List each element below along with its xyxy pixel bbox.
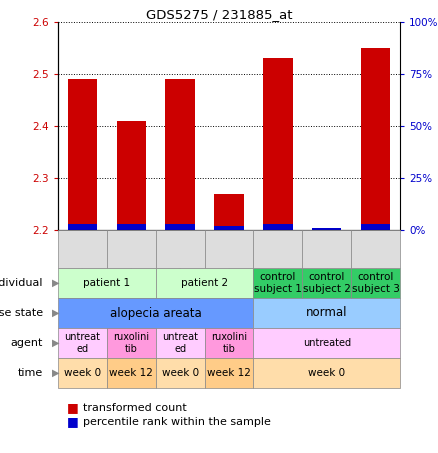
Bar [312,228,341,230]
Bar [361,48,390,230]
Bar [166,79,195,230]
Text: control
subject 3: control subject 3 [352,272,399,294]
Text: individual: individual [0,278,42,288]
Text: untreat
ed: untreat ed [64,332,100,354]
Text: control
subject 2: control subject 2 [303,272,351,294]
Text: untreated: untreated [303,338,351,348]
Bar [263,224,293,230]
Text: control
subject 1: control subject 1 [254,272,302,294]
Bar [263,58,293,230]
Text: ▶: ▶ [52,278,60,288]
Text: ▶: ▶ [52,368,60,378]
Text: patient 1: patient 1 [83,278,131,288]
Text: ▶: ▶ [52,308,60,318]
Text: disease state: disease state [0,308,42,318]
Bar [214,193,244,230]
Text: week 12: week 12 [207,368,251,378]
Bar [214,226,244,230]
Bar [361,224,390,230]
Text: week 0: week 0 [162,368,199,378]
Text: ruxolini
tib: ruxolini tib [113,332,149,354]
Text: ▶: ▶ [52,338,60,348]
Text: ■: ■ [67,401,78,414]
Bar [166,224,195,230]
Text: alopecia areata: alopecia areata [110,307,201,319]
Text: week 12: week 12 [110,368,153,378]
Text: untreat
ed: untreat ed [162,332,198,354]
Text: patient 2: patient 2 [181,278,228,288]
Bar [68,79,97,230]
Text: time: time [18,368,42,378]
Bar [68,224,97,230]
Text: percentile rank within the sample: percentile rank within the sample [83,417,271,427]
Text: week 0: week 0 [64,368,101,378]
Text: ruxolini
tib: ruxolini tib [211,332,247,354]
Bar [117,121,146,230]
Text: agent: agent [11,338,42,348]
Text: GDS5275 / 231885_at: GDS5275 / 231885_at [146,8,292,21]
Text: week 0: week 0 [308,368,345,378]
Text: transformed count: transformed count [83,403,187,413]
Text: normal: normal [306,307,347,319]
Bar [117,224,146,230]
Text: ■: ■ [67,415,78,429]
